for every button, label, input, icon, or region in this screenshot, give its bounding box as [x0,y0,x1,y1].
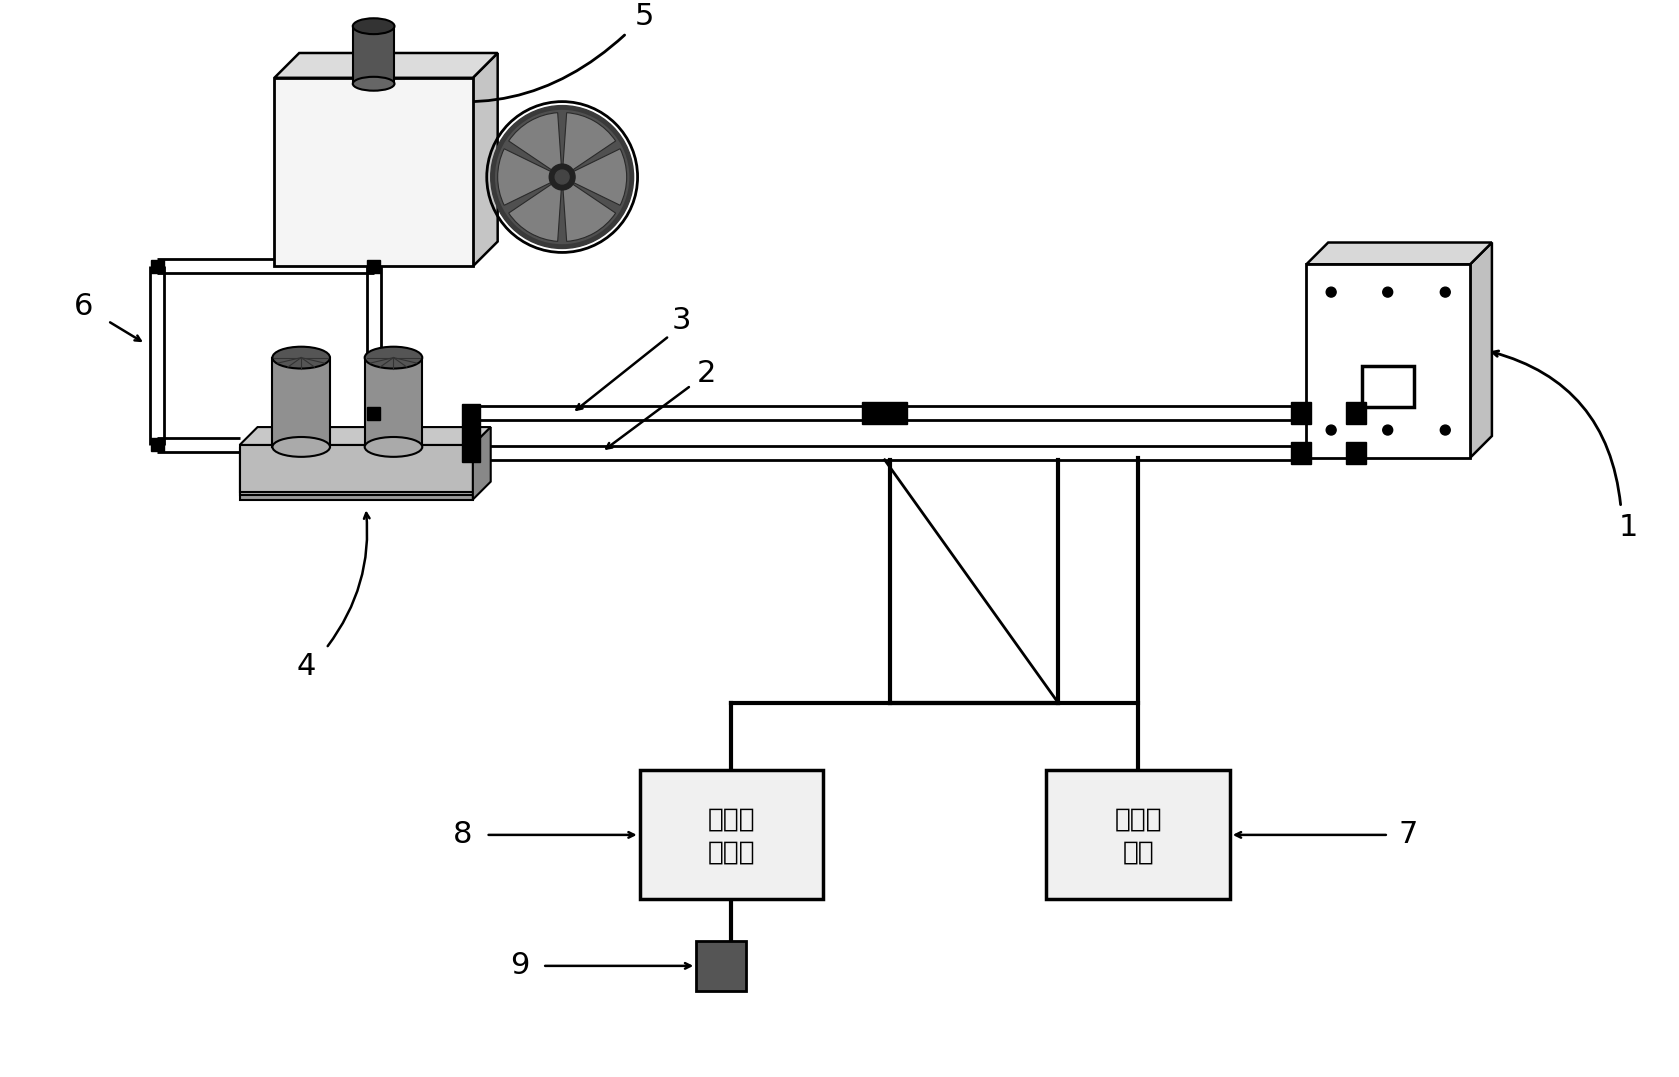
Ellipse shape [364,347,421,368]
Ellipse shape [272,347,331,368]
Circle shape [1326,288,1336,297]
FancyBboxPatch shape [364,358,421,447]
FancyBboxPatch shape [151,438,165,451]
Text: 1: 1 [1619,513,1639,542]
FancyBboxPatch shape [462,404,480,462]
FancyBboxPatch shape [368,407,379,420]
Ellipse shape [364,437,421,457]
Polygon shape [473,428,490,500]
Circle shape [1441,425,1451,435]
Polygon shape [473,53,497,266]
FancyBboxPatch shape [1347,403,1367,424]
FancyBboxPatch shape [353,26,395,84]
Text: 8: 8 [453,821,473,850]
Circle shape [556,170,569,184]
Polygon shape [1471,242,1493,458]
FancyBboxPatch shape [1306,264,1471,458]
Circle shape [495,111,628,243]
Ellipse shape [353,18,395,34]
FancyBboxPatch shape [1291,403,1311,424]
FancyBboxPatch shape [697,941,745,991]
Text: 6: 6 [74,292,94,321]
Wedge shape [497,149,562,206]
Wedge shape [509,177,562,241]
Ellipse shape [353,76,395,90]
Text: 9: 9 [510,951,529,980]
Wedge shape [562,149,626,206]
FancyBboxPatch shape [240,452,473,500]
Text: 3: 3 [672,306,692,335]
Circle shape [1326,425,1336,435]
FancyBboxPatch shape [368,260,379,272]
FancyBboxPatch shape [272,358,331,447]
Text: 温度控: 温度控 [1115,807,1162,833]
Text: 4: 4 [297,652,316,681]
Circle shape [1383,288,1392,297]
Circle shape [549,164,576,190]
FancyBboxPatch shape [1362,365,1414,407]
Polygon shape [1306,242,1493,264]
Ellipse shape [272,437,331,457]
FancyBboxPatch shape [640,770,823,899]
Wedge shape [562,177,616,241]
FancyBboxPatch shape [1347,442,1367,464]
Circle shape [1383,425,1392,435]
FancyBboxPatch shape [274,78,473,266]
Circle shape [490,106,633,249]
Text: 制板: 制板 [1122,840,1153,866]
FancyBboxPatch shape [151,260,165,272]
FancyBboxPatch shape [467,438,479,451]
FancyBboxPatch shape [240,445,473,491]
Wedge shape [509,113,562,177]
Polygon shape [274,53,497,78]
Text: 2: 2 [697,359,715,388]
FancyBboxPatch shape [1291,442,1311,464]
Text: 监视器: 监视器 [707,840,756,866]
Polygon shape [240,428,490,445]
FancyBboxPatch shape [465,438,477,451]
Wedge shape [562,113,616,177]
FancyBboxPatch shape [863,403,907,424]
Text: 7: 7 [1399,821,1419,850]
Text: 制冷量: 制冷量 [707,807,756,833]
FancyBboxPatch shape [465,447,477,459]
FancyBboxPatch shape [240,448,473,494]
Circle shape [1441,288,1451,297]
Text: 5: 5 [635,2,655,31]
FancyBboxPatch shape [1046,770,1231,899]
